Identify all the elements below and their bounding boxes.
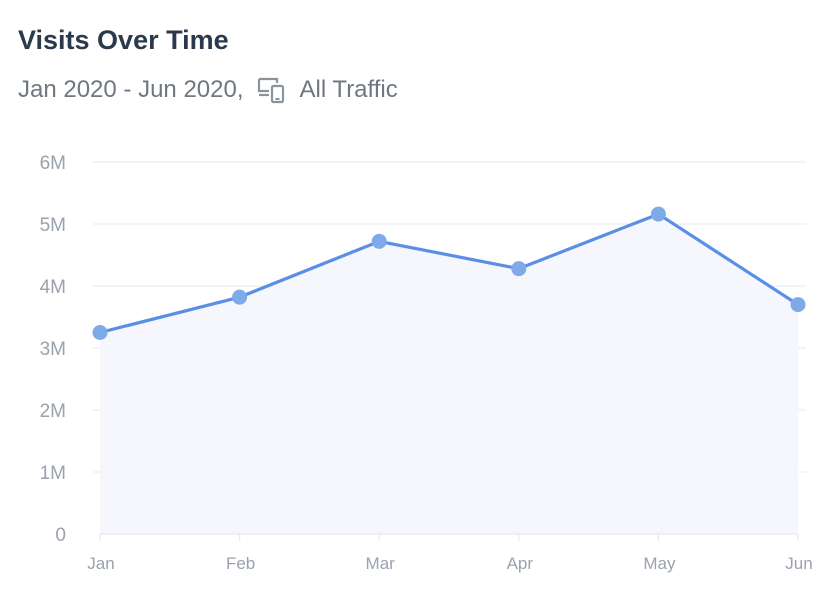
y-tick-label: 4M [40, 277, 66, 298]
data-point-jun [790, 297, 806, 313]
data-point-feb [232, 289, 248, 305]
y-tick-label: 1M [40, 463, 66, 484]
y-tick-label: 0 [55, 525, 66, 546]
series-line [98, 212, 800, 335]
x-tick-label: May [643, 554, 676, 573]
x-tick-label: Jan [87, 554, 114, 573]
y-tick-label: 3M [40, 339, 66, 360]
data-point-mar [371, 233, 387, 249]
chart-subtitle: Jan 2020 - Jun 2020, All Traffic [18, 72, 398, 108]
data-points [92, 206, 806, 340]
chart-title: Visits Over Time [18, 25, 229, 55]
y-tick-label: 2M [40, 401, 66, 422]
traffic-segment: All Traffic [299, 76, 398, 103]
data-point-jan [92, 325, 108, 340]
x-axis [99, 533, 799, 541]
x-tick-label: Jun [785, 554, 812, 573]
series-area [100, 214, 798, 534]
data-point-may [650, 206, 666, 222]
x-tick-label: Feb [226, 554, 255, 573]
y-tick-label: 6M [40, 153, 66, 174]
x-tick-label: Apr [507, 554, 534, 573]
series-line-path [98, 212, 800, 335]
axis-labels: 0 1M 2M 3M 4M 5M 6M Jan Feb Mar Apr May Jun [40, 153, 813, 573]
devices-icon [256, 76, 290, 104]
y-tick-label: 5M [40, 215, 66, 236]
area-fill [100, 214, 798, 534]
data-point-apr [511, 261, 527, 277]
date-range: Jan 2020 - Jun 2020, [18, 76, 244, 103]
x-tick-label: Mar [366, 554, 396, 573]
